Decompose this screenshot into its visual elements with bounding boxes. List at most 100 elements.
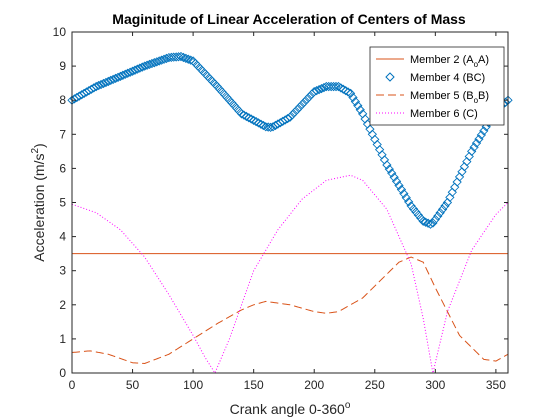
series-3-line [71, 256, 509, 364]
series-2-point [287, 110, 298, 120]
y-tick-label: 7 [59, 127, 66, 141]
series-2-point [295, 102, 305, 112]
series-2-point [183, 54, 193, 64]
series-2-point [292, 104, 302, 115]
series-2-point [348, 92, 358, 103]
series-2-point [319, 82, 329, 93]
x-axis-label-text: Crank angle 0-360 [230, 401, 345, 417]
legend-box [369, 46, 505, 126]
y-axis-label-end: ) [31, 143, 47, 148]
series-2-point [176, 51, 186, 62]
series-2-point [290, 107, 300, 117]
series-2-point [406, 201, 416, 211]
series-2-point [350, 96, 361, 107]
legend-label-end: B) [478, 90, 489, 102]
legend-label-end: A) [478, 54, 489, 66]
series-2-point [161, 53, 172, 64]
series-2-point [401, 193, 411, 203]
series-2-point [251, 116, 261, 127]
series-2-point [106, 75, 116, 86]
series-2-point [413, 210, 424, 220]
series-2-point [186, 55, 196, 65]
series-2-point [166, 52, 176, 63]
series-2-point [423, 218, 433, 228]
series-2-point [140, 61, 150, 71]
legend-item: Member 5 (BoB) [376, 90, 489, 105]
series-2-point [108, 74, 118, 85]
series-2-point [428, 218, 438, 228]
x-tick-label: 300 [425, 378, 445, 392]
series-4 [71, 174, 509, 375]
series-2-point [98, 78, 109, 89]
y-axis-label-text: Acceleration (m/s [31, 154, 47, 262]
series-2-point [94, 80, 104, 91]
series-2-point [263, 122, 273, 132]
series-2-point [169, 52, 179, 62]
legend-label: Member 4 (BC) [410, 72, 485, 84]
series-2-point [236, 109, 247, 119]
series-2-point [312, 86, 322, 96]
legend-label-text: Member 5 (B [410, 90, 474, 102]
series-2-point [152, 57, 162, 67]
series-2-point [302, 94, 312, 104]
series-2-point [341, 86, 351, 96]
series-2-point [171, 52, 181, 62]
series-2-point [299, 97, 310, 107]
series-2-point [110, 73, 121, 84]
legend-marker [385, 72, 395, 82]
series-2-point [130, 65, 140, 75]
series-2-point [435, 208, 445, 218]
series-2-point [178, 52, 189, 63]
series-2-point [132, 64, 143, 74]
legend: Member 2 (AoA) Member 4 (BC) Member 5 (BoB… [369, 46, 505, 126]
legend-item: Member 6 (C) [376, 108, 478, 120]
series-2-point [285, 112, 295, 122]
y-tick-label: 9 [59, 59, 66, 73]
series-2-point [416, 213, 426, 223]
series-2-point [282, 113, 293, 124]
series-2-point [304, 92, 315, 102]
series-2-point [331, 81, 341, 92]
y-tick-label: 6 [59, 161, 66, 175]
series-2-point [265, 122, 276, 132]
series-2-point [471, 138, 482, 148]
series-4-line [71, 174, 509, 375]
series-2-point [253, 118, 264, 128]
x-tick-label: 200 [304, 378, 324, 392]
legend-label-text: Member 2 (A [410, 54, 474, 66]
series-2-point [382, 160, 392, 170]
legend-item: Member 4 (BC) [385, 72, 485, 84]
series-2-point [404, 197, 414, 207]
series-2-point [120, 69, 130, 79]
series-2-point [103, 76, 113, 87]
axes-layer: 0 50 100 150 200 250 300 350 0 1 2 3 4 5 6 7 8 9 10 [53, 25, 509, 392]
series-2-point [479, 126, 489, 136]
y-tick-label: 2 [59, 298, 66, 312]
series-2-point [123, 68, 133, 78]
series-2-point [159, 54, 169, 64]
series-2-point [256, 119, 266, 129]
series-2-point [101, 77, 111, 88]
series-2-point [333, 81, 344, 92]
series-2-point [89, 83, 99, 93]
series-2-point [355, 105, 365, 115]
legend-item: Member 2 (AoA) [376, 54, 489, 69]
series-2-point [421, 217, 431, 227]
x-tick-label: 0 [69, 378, 76, 392]
series-2-point [241, 111, 252, 122]
series-2-point [181, 53, 191, 63]
series-2-point [411, 207, 421, 217]
y-tick-label: 10 [53, 25, 67, 39]
x-tick-label: 100 [183, 378, 203, 392]
series-2-point [244, 113, 254, 123]
x-tick-label: 50 [126, 378, 140, 392]
series-2-point [408, 204, 419, 214]
series-2-point [437, 204, 448, 214]
legend-label-text: Member 6 (C) [410, 108, 478, 120]
series-2-point [239, 110, 249, 120]
series-2-point [467, 146, 477, 156]
y-tick-label: 4 [59, 230, 66, 244]
legend-label: Member 6 (C) [410, 108, 478, 120]
series-2-point [481, 122, 491, 132]
series-2-point [476, 130, 486, 140]
